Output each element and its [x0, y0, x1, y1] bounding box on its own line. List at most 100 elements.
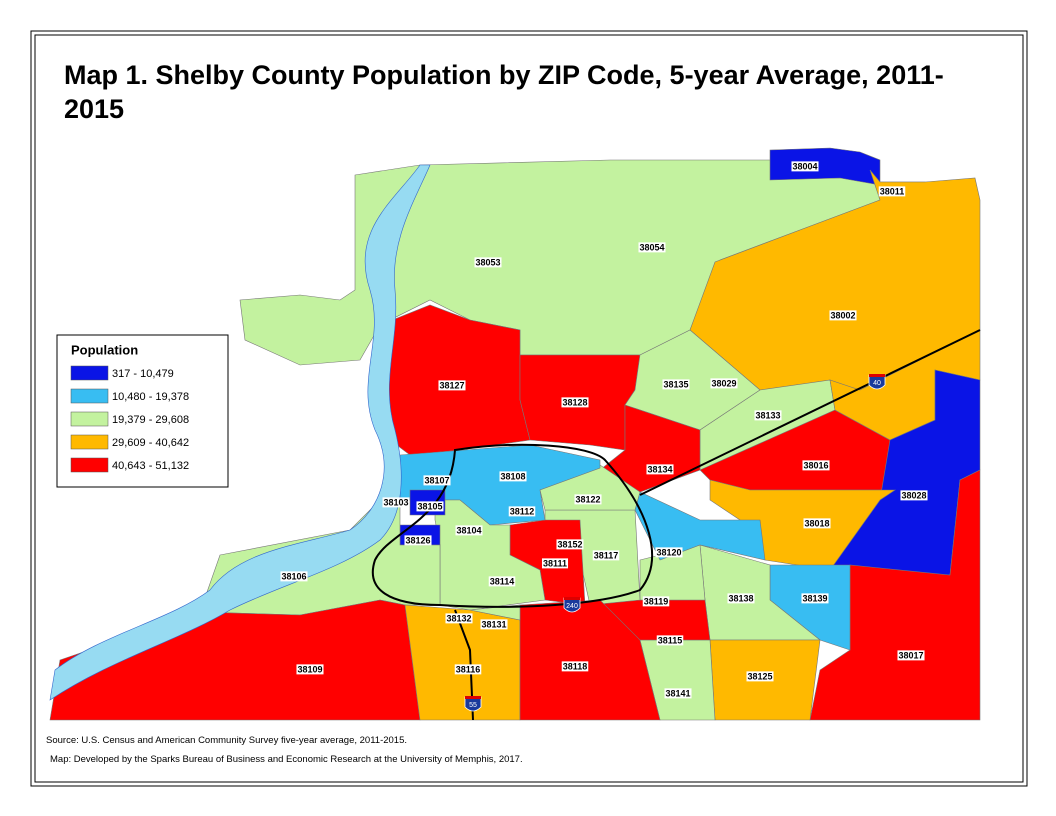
zip-label-bg: [646, 464, 674, 475]
zip-label: 38138: [728, 593, 753, 603]
zip-label: 38139: [802, 593, 827, 603]
zip-label-bg: [480, 619, 508, 630]
zip-label-bg: [662, 379, 690, 390]
zip-label: 38105: [417, 501, 442, 511]
zip-label: 38135: [663, 379, 688, 389]
zip-label-bg: [296, 664, 324, 675]
source: Source: U.S. Census and American Communi…: [46, 735, 407, 746]
zip-label: 38127: [439, 380, 464, 390]
zip-label: 38116: [456, 664, 481, 674]
region: [809, 469, 981, 721]
legend-label: 317 - 10,479: [112, 368, 174, 380]
zip-label-bg: [561, 397, 589, 408]
region: [634, 491, 766, 561]
legend-swatch: [70, 457, 109, 473]
legend-label: 10,480 - 19,378: [112, 391, 189, 403]
zip-labels: 38004 38011 38054 38053 38002 38127 38128 38135…: [280, 161, 928, 699]
highway-shield-top: [869, 374, 885, 377]
legend-label: 40,643 - 51,132: [112, 460, 189, 472]
zip-label: 38016: [803, 460, 828, 470]
zip-label-bg: [574, 494, 602, 505]
zip-label: 38053: [475, 257, 500, 267]
zip-label-bg: [455, 525, 483, 536]
zip-label: 38134: [647, 464, 672, 474]
zip-label: 38115: [658, 635, 683, 645]
region: [519, 599, 661, 721]
zip-label-bg: [541, 558, 569, 569]
zip-label: 38028: [901, 490, 926, 500]
zip-label: 38125: [747, 671, 772, 681]
zip-label-bg: [416, 501, 444, 512]
zip-label: 38120: [656, 547, 681, 557]
zip-label-bg: [897, 650, 925, 661]
legend-swatch: [70, 388, 109, 404]
zip-label-bg: [423, 475, 451, 486]
zip-label-bg: [474, 257, 502, 268]
zip-label-bg: [664, 688, 692, 699]
zip-label: 38054: [639, 242, 664, 252]
credit: Map: Developed by the Sparks Bureau of B…: [50, 754, 523, 765]
zip-label-bg: [404, 535, 432, 546]
title: Map 1. Shelby County Population by ZIP C…: [64, 60, 944, 124]
zip-label: 38107: [424, 475, 449, 485]
highway-shield: [868, 374, 886, 390]
zip-label: 38133: [755, 410, 780, 420]
zip-label: 38126: [405, 535, 430, 545]
interstate-40: [639, 329, 981, 496]
zip-label-bg: [802, 460, 830, 471]
zip-label-bg: [754, 410, 782, 421]
zip-label-bg: [445, 613, 473, 624]
zip-label-bg: [592, 550, 620, 561]
zip-label: 38002: [830, 310, 855, 320]
zip-label-bg: [561, 661, 589, 672]
zip-label: 38117: [594, 550, 619, 560]
zip-label-bg: [280, 571, 308, 582]
zip-label: 38029: [711, 378, 736, 388]
zip-label-bg: [829, 310, 857, 321]
zip-label-bg: [642, 596, 670, 607]
zip-label: 38118: [563, 661, 588, 671]
zip-label-bg: [438, 380, 466, 391]
zip-label: 38103: [383, 497, 408, 507]
zip-label-bg: [638, 242, 666, 253]
zip-label: 38119: [644, 596, 669, 606]
zip-label: 38004: [792, 161, 817, 171]
zip-label-bg: [454, 664, 482, 675]
zip-label-bg: [488, 576, 516, 587]
legend-swatch: [70, 434, 109, 450]
zip-label: 38018: [804, 518, 829, 528]
frame: [34, 34, 1024, 783]
zip-label: 38112: [510, 506, 535, 516]
legend-label: 19,379 - 29,608: [112, 414, 189, 426]
highway-shield-top: [465, 696, 481, 699]
highway-shield-top: [564, 597, 580, 600]
zip-label: 38152: [557, 539, 582, 549]
highway-shield: [464, 696, 482, 712]
highway-number: 240: [566, 603, 578, 610]
zip-label-bg: [656, 635, 684, 646]
river: [49, 164, 431, 701]
zip-label-bg: [499, 471, 527, 482]
highway-number: 55: [469, 702, 477, 709]
zip-label: 38108: [500, 471, 525, 481]
zip-label: 38109: [297, 664, 322, 674]
zip-label-bg: [801, 593, 829, 604]
zip-label-bg: [556, 539, 584, 550]
frame: [30, 30, 1028, 787]
zip-label: 38141: [665, 688, 690, 698]
legend: Population 317 - 10,479 10,480 - 19,378 19…: [56, 334, 229, 488]
zip-label-bg: [791, 161, 819, 172]
zip-label-bg: [727, 593, 755, 604]
zip-label: 38132: [446, 613, 471, 623]
zip-label: 38011: [880, 186, 905, 196]
zip-label: 38122: [575, 494, 600, 504]
zip-label-bg: [382, 497, 410, 508]
zip-label: 38131: [481, 619, 506, 629]
legend-label: 29,609 - 40,642: [112, 437, 189, 449]
zip-label-bg: [878, 186, 906, 197]
zip-label: 38104: [456, 525, 481, 535]
legend-swatch: [70, 365, 109, 381]
zip-label-bg: [746, 671, 774, 682]
highway-shield: [563, 597, 581, 613]
